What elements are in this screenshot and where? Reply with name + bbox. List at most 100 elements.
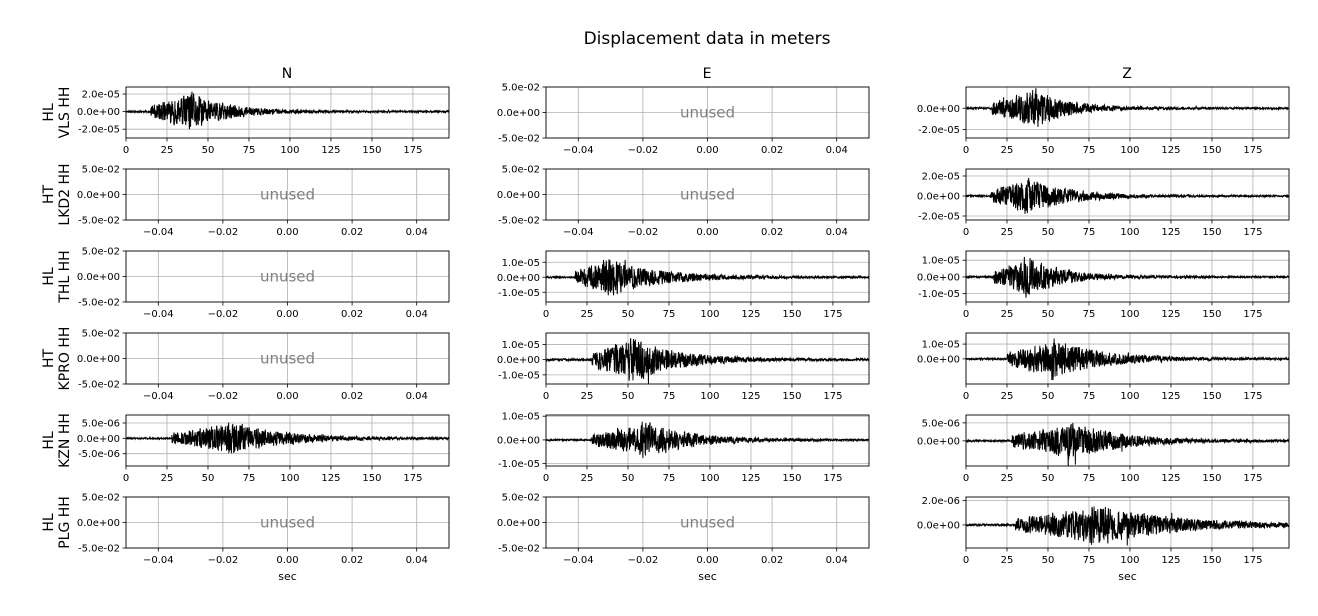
y-tick-label: -5.0e-02 xyxy=(78,216,120,227)
row-label-plg: HLPLG HH xyxy=(41,496,73,549)
x-tick-label: 75 xyxy=(1083,227,1096,238)
panel-vls-e: −0.04 −0.02 0.00 0.02 0.04 5.0e-02 0.0e+00 -5.0… xyxy=(497,83,870,156)
x-tick-label: −0.04 xyxy=(143,309,174,320)
row-label-network: HL xyxy=(41,431,57,450)
x-tick-label: 0.02 xyxy=(761,145,783,156)
x-tick-label: 0 xyxy=(543,309,549,320)
x-tick-label: 125 xyxy=(741,309,760,320)
y-tick-label: 0.0e+00 xyxy=(917,436,960,447)
x-tick-label: 100 xyxy=(700,309,719,320)
x-tick-label: 175 xyxy=(1243,309,1262,320)
x-tick-label: −0.02 xyxy=(208,309,239,320)
panel-plg-z: 0 25 50 75 100 125 150 175 2.0e-06 0.0e+00 sec xyxy=(917,496,1290,583)
unused-label: unused xyxy=(260,186,315,204)
x-tick-label: 0.02 xyxy=(761,555,783,566)
y-tick-label: -2.0e-05 xyxy=(78,125,120,136)
y-tick-label: -5.0e-02 xyxy=(498,216,540,227)
x-tick-label: 25 xyxy=(1001,145,1014,156)
y-tick-label: -1.0e-05 xyxy=(498,370,540,381)
x-tick-label: 0.04 xyxy=(406,227,428,238)
x-tick-label: 75 xyxy=(663,309,676,320)
x-axis-label: sec xyxy=(1118,570,1137,583)
axes-frame xyxy=(965,414,1290,467)
axes-frame xyxy=(125,168,450,221)
y-tick-label: -2.0e-05 xyxy=(918,212,960,223)
x-tick-label: 100 xyxy=(1120,555,1139,566)
row-label-station: VLS HH xyxy=(57,87,73,139)
axes-frame xyxy=(125,414,450,467)
axes-frame xyxy=(965,250,1290,303)
y-tick-label: -5.0e-02 xyxy=(78,298,120,309)
x-tick-label: 25 xyxy=(1001,473,1014,484)
column-title-n: N xyxy=(282,66,292,82)
row-label-station: THL HH xyxy=(57,250,73,303)
y-tick-label: -1.0e-05 xyxy=(498,288,540,299)
x-tick-label: 25 xyxy=(1001,309,1014,320)
x-tick-label: 175 xyxy=(1243,391,1262,402)
x-tick-label: 175 xyxy=(1243,145,1262,156)
y-tick-label: 5.0e-02 xyxy=(502,493,540,504)
x-tick-label: 150 xyxy=(1202,309,1221,320)
x-tick-label: 75 xyxy=(1083,391,1096,402)
y-tick-label: 2.0e-05 xyxy=(82,90,120,101)
x-tick-label: −0.02 xyxy=(628,227,659,238)
y-tick-label: 0.0e+00 xyxy=(917,272,960,283)
x-tick-label: 75 xyxy=(1083,555,1096,566)
x-tick-label: −0.02 xyxy=(628,145,659,156)
x-tick-label: −0.04 xyxy=(143,555,174,566)
x-tick-label: 0.00 xyxy=(696,145,718,156)
x-tick-label: 175 xyxy=(823,309,842,320)
axes-frame xyxy=(125,86,450,139)
panel-kpro-e: 0 25 50 75 100 125 150 175 1.0e-05 0.0e+00 -1.0e-0… xyxy=(497,332,870,402)
x-tick-label: 150 xyxy=(362,145,381,156)
y-tick-label: 5.0e-02 xyxy=(502,165,540,176)
y-tick-label: -5.0e-02 xyxy=(498,134,540,145)
row-label-network: HT xyxy=(41,349,57,369)
x-tick-label: −0.02 xyxy=(208,555,239,566)
row-label-lkd2: HTLKD2 HH xyxy=(41,163,73,225)
y-tick-label: -5.0e-02 xyxy=(78,380,120,391)
displacement-trace xyxy=(966,177,1289,214)
axes-frame xyxy=(965,332,1290,385)
y-tick-label: 0.0e+00 xyxy=(497,518,540,529)
x-tick-label: 25 xyxy=(581,473,594,484)
axes-frame xyxy=(125,496,450,549)
displacement-trace xyxy=(966,88,1289,127)
row-label-station: KPRO HH xyxy=(57,327,73,391)
x-tick-label: 125 xyxy=(1161,555,1180,566)
x-tick-label: 0.00 xyxy=(276,391,298,402)
x-tick-label: 75 xyxy=(663,391,676,402)
x-tick-label: 150 xyxy=(782,309,801,320)
x-tick-label: 25 xyxy=(1001,555,1014,566)
y-tick-label: 5.0e-02 xyxy=(82,165,120,176)
y-tick-label: 1.0e-05 xyxy=(502,412,540,423)
x-tick-label: 150 xyxy=(782,391,801,402)
y-tick-label: -5.0e-06 xyxy=(78,449,120,460)
x-tick-label: 75 xyxy=(1083,309,1096,320)
y-tick-label: 0.0e+00 xyxy=(77,518,120,529)
row-label-station: KZN HH xyxy=(57,413,73,468)
y-tick-label: 0.0e+00 xyxy=(497,355,540,366)
x-tick-label: 0 xyxy=(963,473,969,484)
unused-label: unused xyxy=(260,268,315,286)
x-tick-label: 0.02 xyxy=(761,227,783,238)
y-tick-label: 2.0e-06 xyxy=(922,496,960,507)
displacement-trace xyxy=(966,338,1289,381)
y-tick-label: 5.0e-06 xyxy=(82,418,120,429)
x-tick-label: 50 xyxy=(1042,227,1055,238)
axes-frame xyxy=(545,414,870,467)
y-tick-label: 0.0e+00 xyxy=(497,108,540,119)
axes-frame xyxy=(545,86,870,139)
x-tick-label: 0.00 xyxy=(696,555,718,566)
x-tick-label: 0.02 xyxy=(341,391,363,402)
x-tick-label: 100 xyxy=(1120,473,1139,484)
row-label-network: HL xyxy=(41,513,57,532)
y-tick-label: 5.0e-02 xyxy=(82,247,120,258)
x-axis-label: sec xyxy=(698,570,717,583)
x-tick-label: 0.02 xyxy=(341,227,363,238)
y-tick-label: 0.0e+00 xyxy=(917,520,960,531)
x-tick-label: 0.02 xyxy=(341,555,363,566)
axes-frame xyxy=(965,86,1290,139)
panel-thl-z: 0 25 50 75 100 125 150 175 1.0e-05 0.0e+00 -1.0e-0… xyxy=(917,250,1290,320)
